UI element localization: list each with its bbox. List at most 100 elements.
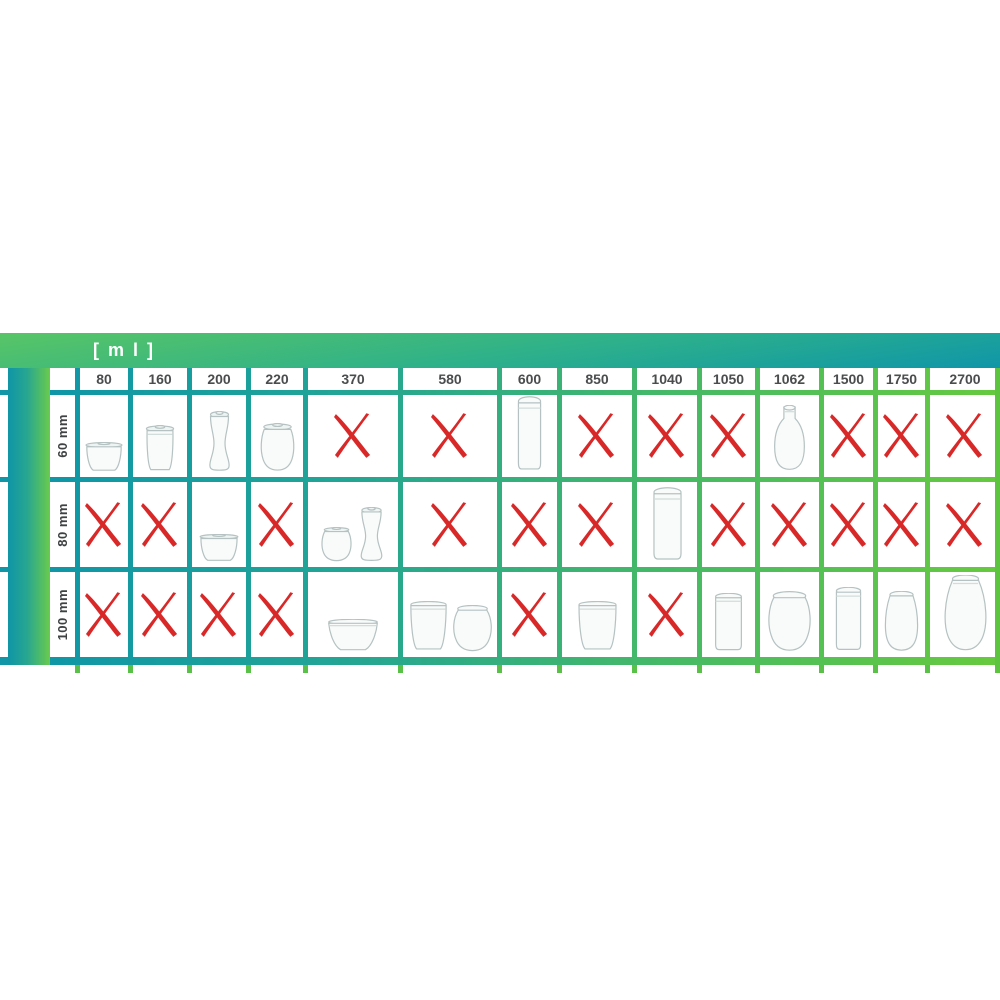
cell-60mm-1040ml [637,395,697,477]
cell-80mm-80ml [80,482,128,567]
cell-80mm-160ml [133,482,187,567]
compatibility-table: 80 160 200 220 370 580 600 850 1040 1050 1062 1500 1… [50,368,1000,665]
cell-100mm-160ml [133,572,187,657]
not-available-x-icon [431,501,468,547]
cell-60mm-200ml [192,395,246,477]
cell-100mm-850ml [562,572,632,657]
cell-80mm-200ml [192,482,246,567]
cell-100mm-1040ml [637,572,697,657]
not-available-x-icon [946,413,983,458]
bottom-grid-tick [246,665,251,673]
tulip_tall-jar-icon [884,591,919,652]
cell-60mm-80ml [80,395,128,477]
bottom-grid-tick [303,665,308,673]
cell-60mm-1062ml [760,395,819,477]
not-available-x-icon [431,413,468,458]
row-label-text: 80 mm [55,502,70,547]
row-label-text: 60 mm [55,414,70,458]
bottom-grid-tick [398,665,403,673]
tulip_big-jar-icon [767,591,812,652]
cell-80mm-1062ml [760,482,819,567]
cell-80mm-1050ml [702,482,755,567]
not-available-x-icon [648,413,685,458]
not-available-x-icon [510,591,547,637]
not-available-x-icon [200,591,237,637]
bottom-grid-tick [819,665,824,673]
not-available-x-icon [141,591,178,637]
tulip_small-jar-icon [320,527,353,562]
column-header-160-ml: 160 [133,368,187,390]
bottom-grid-tick [873,665,878,673]
cell-80mm-1040ml [637,482,697,567]
bottom-grid-tick [187,665,192,673]
cell-60mm-1750ml [878,395,925,477]
cell-100mm-370ml [308,572,398,657]
hourglass-jar-icon [205,411,234,472]
mold_low-jar-icon [198,534,240,562]
cell-100mm-600ml [502,572,557,657]
cell-100mm-1750ml [878,572,925,657]
bottom-grid-tick [925,665,930,673]
cell-60mm-2700ml [930,395,1000,477]
left-accent-bar [8,368,50,665]
column-header-2700-ml: 2700 [930,368,1000,390]
cell-100mm-2700ml [930,572,1000,657]
mold_low-jar-icon [84,442,124,472]
cell-100mm-1050ml [702,572,755,657]
not-available-x-icon [882,413,919,458]
cell-80mm-1750ml [878,482,925,567]
not-available-x-icon [829,501,866,547]
cell-60mm-220ml [251,395,303,477]
not-available-x-icon [510,501,547,547]
bottom-grid-tick [755,665,760,673]
column-header-600-ml: 600 [502,368,557,390]
column-header-200-ml: 200 [192,368,246,390]
not-available-x-icon [829,413,866,458]
mold_big-jar-icon [576,601,619,652]
not-available-x-icon [85,591,122,637]
cell-80mm-220ml [251,482,303,567]
column-header-1750-ml: 1750 [878,368,925,390]
right-grid-edge [995,368,1000,673]
volume-unit-label: [ m l ] [93,340,155,360]
cell-80mm-580ml [403,482,497,567]
cell-60mm-850ml [562,395,632,477]
not-available-x-icon [946,501,983,547]
bottom-grid-tick [497,665,502,673]
cyl-jar-icon [833,587,864,652]
row-label-text: 100 mm [55,588,70,641]
not-available-x-icon [770,501,807,547]
column-header-1500-ml: 1500 [824,368,873,390]
cyl_tall-jar-icon [651,487,684,562]
not-available-x-icon [648,591,685,637]
cyl-jar-icon [712,593,745,652]
row-label-60-mm: 60 mm [50,395,75,477]
left-grid-notch [0,567,8,572]
column-header-220-ml: 220 [251,368,303,390]
cell-100mm-200ml [192,572,246,657]
cell-80mm-2700ml [930,482,1000,567]
cell-100mm-580ml [403,572,497,657]
left-grid-notch [0,477,8,482]
not-available-x-icon [882,501,919,547]
column-header-1040-ml: 1040 [637,368,697,390]
cell-60mm-160ml [133,395,187,477]
bottom-grid-tick [75,665,80,673]
not-available-x-icon [709,501,746,547]
not-available-x-icon [334,413,371,458]
not-available-x-icon [258,591,295,637]
cell-100mm-1062ml [760,572,819,657]
cell-60mm-600ml [502,395,557,477]
cell-80mm-850ml [562,482,632,567]
bottom-grid-tick [557,665,562,673]
bowl_low-jar-icon [326,619,380,652]
not-available-x-icon [141,501,178,547]
row-label-100-mm: 100 mm [50,572,75,657]
not-available-x-icon [578,501,615,547]
column-header-1062-ml: 1062 [760,368,819,390]
mold-jar-icon [143,425,177,472]
cell-100mm-220ml [251,572,303,657]
not-available-x-icon [578,413,615,458]
bottom-grid-tick [697,665,702,673]
left-grid-notch [0,390,8,395]
